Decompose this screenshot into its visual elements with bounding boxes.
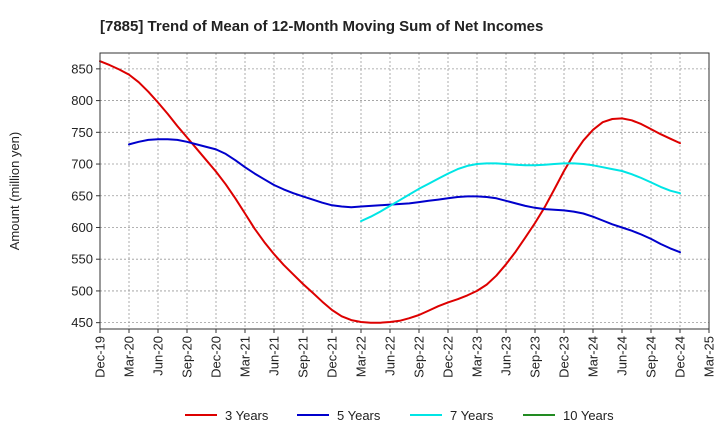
x-tick-label: Dec-23 [557,336,572,378]
x-tick-label: Jun-22 [383,336,398,376]
legend-label: 5 Years [337,408,381,423]
legend-label: 3 Years [225,408,269,423]
series-line-7-years [360,162,681,223]
legend-item-10-years: 10 Years [523,408,614,423]
x-tick-label: Dec-22 [441,336,456,378]
x-tick-label: Mar-21 [238,336,253,377]
legend-label: 7 Years [450,408,494,423]
x-tick-label: Sep-23 [528,336,543,378]
x-tick-label: Sep-21 [296,336,311,378]
y-tick-label: 800 [71,93,93,108]
x-tick-label: Sep-20 [180,336,195,378]
y-axis-ticks: 450 500 550 600 650 700 750 800 850 [71,61,100,330]
x-tick-label: Dec-19 [93,336,108,378]
legend-item-7-years: 7 Years [410,408,494,423]
x-tick-label: Jun-23 [499,336,514,376]
plot-frame [99,52,710,330]
x-tick-label: Mar-23 [470,336,485,377]
chart-title: [7885] Trend of Mean of 12-Month Moving … [100,18,543,35]
y-tick-label: 550 [71,252,93,267]
y-tick-label: 600 [71,220,93,235]
legend-item-3-years: 3 Years [185,408,269,423]
series-line-3-years [99,60,681,324]
y-axis-title: Amount (million yen) [7,132,22,251]
y-tick-label: 650 [71,188,93,203]
x-tick-label: Mar-20 [122,336,137,377]
x-tick-label: Jun-21 [267,336,282,376]
legend-item-5-years: 5 Years [297,408,381,423]
y-tick-label: 450 [71,315,93,330]
x-tick-label: Dec-24 [673,336,688,378]
series-lines [99,60,681,324]
legend: 3 Years 5 Years 7 Years 10 Years [185,408,614,423]
x-tick-label: Dec-20 [209,336,224,378]
grid [99,53,710,329]
y-tick-label: 850 [71,61,93,76]
y-tick-label: 700 [71,157,93,172]
series-line-5-years [128,138,681,254]
x-tick-label: Jun-24 [615,336,630,376]
x-tick-label: Sep-22 [412,336,427,378]
legend-label: 10 Years [563,408,614,423]
y-tick-label: 500 [71,283,93,298]
x-tick-label: Sep-24 [644,336,659,378]
x-tick-label: Mar-22 [354,336,369,377]
x-tick-label: Mar-24 [586,336,601,377]
y-tick-label: 750 [71,125,93,140]
x-tick-label: Jun-20 [151,336,166,376]
x-axis-ticks: Dec-19 Mar-20 Jun-20 Sep-20 Dec-20 Mar-21 Jun-… [93,329,717,378]
x-tick-label: Mar-25 [702,336,717,377]
x-tick-label: Dec-21 [325,336,340,378]
